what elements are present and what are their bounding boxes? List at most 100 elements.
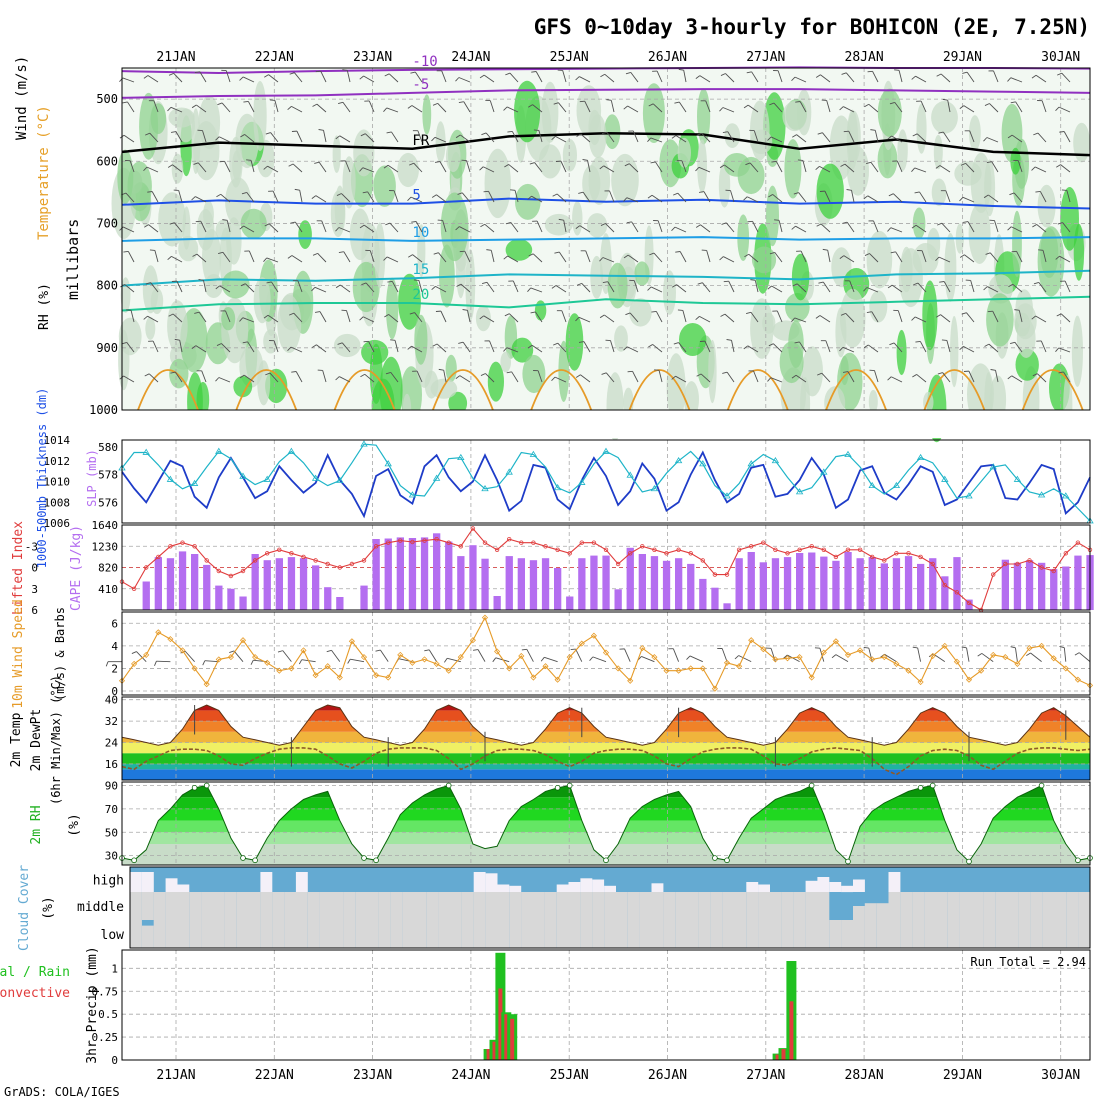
wind-barb-shaft xyxy=(994,220,999,233)
cloud-cell xyxy=(841,920,853,948)
wind-barb-flag xyxy=(983,286,988,291)
wind-barb-shaft xyxy=(558,251,567,263)
rh-shading xyxy=(816,163,844,219)
wind-barb-flag xyxy=(695,224,701,228)
rh-tick-label: 70 xyxy=(105,803,118,816)
rh-shading xyxy=(221,270,250,299)
wind-barb-shaft xyxy=(776,310,783,323)
wind-barb-flag xyxy=(483,190,489,193)
wind-barb-flag xyxy=(335,227,340,232)
wind-barb-shaft xyxy=(126,342,135,353)
wind-barb-shaft xyxy=(1011,134,1023,143)
wind-barb-shaft xyxy=(605,372,615,383)
wind-barb-shaft xyxy=(794,317,807,323)
cloud-cell xyxy=(213,892,225,920)
rh-tick-label: 90 xyxy=(105,780,118,793)
rh-shading xyxy=(445,354,457,382)
cape-bar xyxy=(457,556,465,610)
wind-barb xyxy=(1074,652,1091,663)
wind-barb-flag xyxy=(793,192,799,195)
rh-marker xyxy=(712,855,718,861)
wind-barb-flag xyxy=(504,313,510,317)
wind-barb-shaft xyxy=(562,70,567,83)
cape-bar xyxy=(626,547,634,610)
axis-label-slp: SLP (mb) xyxy=(85,449,99,507)
wind-speed-marker xyxy=(397,651,404,658)
cape-bar xyxy=(917,563,925,610)
wind-barb xyxy=(961,312,975,323)
wind-barb-shaft xyxy=(413,162,423,173)
wind-barb-flag xyxy=(384,73,390,77)
wind-barb-flag xyxy=(866,161,872,165)
rh-tick-label: 50 xyxy=(105,826,118,839)
wind-barb xyxy=(531,71,543,83)
cloud-cell xyxy=(1078,892,1090,920)
wind-barb xyxy=(144,373,159,383)
wind-barb xyxy=(1007,226,1023,233)
panel-frame xyxy=(121,439,1091,524)
wind-barb-shaft xyxy=(226,220,231,233)
rh-shading xyxy=(623,387,634,416)
wind-barb-flag xyxy=(528,104,533,108)
wind-barb xyxy=(291,130,303,143)
cloud-cell xyxy=(853,906,865,920)
wind-barb xyxy=(266,281,279,293)
cape-bar xyxy=(1038,562,1046,610)
wind-barb xyxy=(626,221,639,233)
wind-barb xyxy=(239,317,255,323)
rh-shading xyxy=(334,185,346,231)
wind-barb-shaft xyxy=(201,370,207,383)
cape-bar xyxy=(215,585,223,610)
slp-marker xyxy=(1013,475,1022,482)
rh-shading xyxy=(684,381,699,418)
wind-barb xyxy=(767,136,783,143)
rh-shading xyxy=(430,378,458,399)
rh-shading xyxy=(931,178,947,207)
wind-barb xyxy=(821,99,831,113)
wind-barb xyxy=(887,284,903,293)
rh-shading xyxy=(203,200,214,229)
wind-barb-flag xyxy=(390,339,396,341)
wind-barb-shaft xyxy=(967,221,975,233)
lifted-marker xyxy=(870,554,875,560)
top-date-label: 23JAN xyxy=(353,50,392,65)
wind-barb xyxy=(589,656,607,663)
wind-barb-shaft xyxy=(943,281,951,293)
lifted-marker xyxy=(652,547,657,552)
wind-barb-flag xyxy=(553,102,559,105)
cape-bar xyxy=(747,552,755,610)
wind-barb xyxy=(606,99,615,113)
wind-barb-flag xyxy=(961,312,967,315)
wind-barb-flag xyxy=(831,654,837,659)
wind-barb-flag xyxy=(143,166,148,171)
wind-barb xyxy=(720,73,735,83)
wind-barb-shaft xyxy=(872,71,879,83)
wind-barb-shaft xyxy=(1078,652,1091,663)
rh-shading xyxy=(253,277,271,324)
cloud-cell xyxy=(509,885,522,893)
cape-bar xyxy=(529,560,538,610)
wind-barb-flag xyxy=(215,285,220,290)
cloud-cell xyxy=(556,920,569,948)
wind-speed-marker xyxy=(167,636,174,643)
wind-barb xyxy=(264,223,279,233)
wind-barb-flag xyxy=(314,161,320,164)
rh-shading xyxy=(629,298,652,327)
lifted-marker xyxy=(736,547,742,552)
wind-barb-flag xyxy=(623,197,628,202)
wind-barb xyxy=(648,103,663,113)
wind-barb xyxy=(650,161,663,173)
wind-barb-shaft xyxy=(966,71,975,83)
wind-barb-shaft xyxy=(365,133,375,143)
cloud-cell xyxy=(829,882,842,892)
wind-barb-flag xyxy=(482,281,488,285)
wind-barb-flag xyxy=(457,192,463,195)
wind-barb-shaft xyxy=(1059,255,1071,263)
wind-barb-shaft xyxy=(989,103,999,113)
wind-barb-flag xyxy=(768,343,774,347)
wind-barb xyxy=(864,103,879,113)
wind-barb-flag xyxy=(432,343,438,347)
cloud-cell xyxy=(746,920,759,948)
wind-barb xyxy=(842,221,855,233)
wind-barb-shaft xyxy=(441,70,447,83)
